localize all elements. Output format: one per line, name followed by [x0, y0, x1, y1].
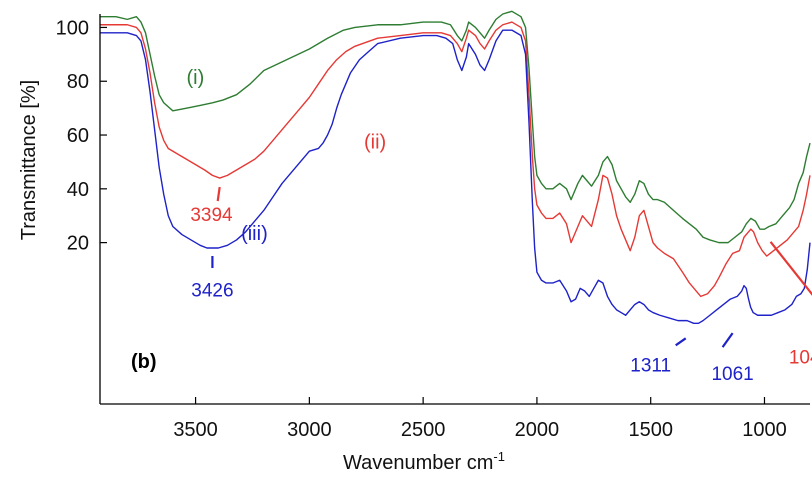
annotation-marker-3394 — [216, 186, 221, 202]
annotation-label-1061: 1061 — [711, 364, 753, 385]
y-tick-label-80: 80 — [67, 71, 89, 93]
y-tick-label-20: 20 — [67, 233, 89, 255]
annotation-marker-1311 — [675, 337, 687, 347]
annotation-label-1311: 1311 — [630, 356, 671, 377]
series-layer — [100, 10, 811, 325]
y-axis-title: Transmittance [%] — [18, 80, 40, 240]
x-axis-title: Wavenumber cm-1 — [343, 449, 505, 474]
annotation-label-3426: 3426 — [191, 280, 233, 301]
panel-label: (b) — [131, 351, 157, 373]
x-tick-label-1500: 1500 — [628, 419, 673, 441]
x-tick-label-1000: 1000 — [742, 419, 787, 441]
y-tick-label-60: 60 — [67, 125, 89, 147]
series-line-2 — [100, 21, 811, 298]
x-tick-label-3000: 3000 — [287, 419, 332, 441]
series-line-3 — [100, 29, 811, 325]
annotation-label-1048: 1048 — [789, 348, 812, 369]
y-tick-label-40: 40 — [67, 179, 89, 201]
curve-label-2: (ii) — [364, 131, 386, 153]
annotation-marker-1048 — [769, 241, 812, 296]
annotation-label-3394: 3394 — [190, 205, 233, 226]
annotation-layer: (i) (ii) (iii) 3394 3426 1311 1061 1048 — [186, 67, 812, 385]
series-line-1 — [100, 10, 811, 244]
x-axis-title-main: Wavenumber cm — [343, 452, 493, 474]
annotation-marker-1061 — [721, 332, 734, 348]
y-tick-label-100: 100 — [56, 17, 89, 39]
x-tick-label-2500: 2500 — [401, 419, 446, 441]
axis-layer: 20 40 60 80 100 3500 3000 2500 2000 1500 1000 — [56, 14, 810, 441]
x-tick-label-2000: 2000 — [515, 419, 560, 441]
x-tick-label-3500: 3500 — [173, 419, 218, 441]
x-axis-title-superscript: -1 — [493, 449, 505, 464]
curve-label-3: (iii) — [241, 223, 268, 245]
curve-label-1: (i) — [186, 67, 204, 89]
